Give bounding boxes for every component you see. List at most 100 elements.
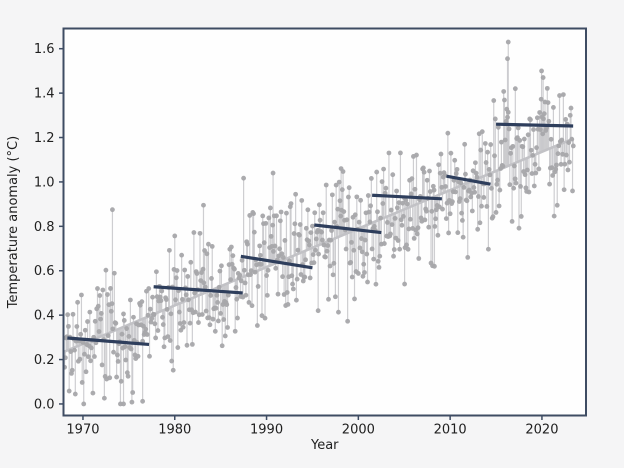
data-point <box>349 239 354 245</box>
data-point <box>462 141 468 147</box>
data-point <box>168 311 174 317</box>
data-point <box>426 224 432 230</box>
data-point <box>404 201 410 207</box>
data-point <box>175 345 181 350</box>
data-point <box>83 369 89 375</box>
data-point <box>92 318 98 324</box>
data-point <box>482 141 488 146</box>
plot-background <box>63 28 586 416</box>
data-point <box>411 235 417 241</box>
data-point <box>485 246 491 252</box>
data-point <box>352 296 357 302</box>
data-point <box>263 220 269 226</box>
data-point <box>540 131 546 137</box>
data-point <box>520 144 526 150</box>
data-point <box>471 185 477 190</box>
data-point <box>433 207 439 213</box>
data-point <box>65 312 71 318</box>
data-point <box>305 207 311 213</box>
data-point <box>79 292 84 298</box>
data-point <box>232 328 238 334</box>
data-point <box>525 167 530 173</box>
data-point <box>517 138 523 143</box>
data-point <box>544 85 550 91</box>
data-point <box>439 184 445 190</box>
data-point <box>218 311 224 316</box>
data-point <box>403 197 409 203</box>
data-point <box>167 338 173 343</box>
data-point <box>95 303 101 309</box>
data-point <box>565 167 571 173</box>
step-trend-segment <box>67 336 150 347</box>
data-point <box>555 151 561 157</box>
data-point <box>518 214 524 219</box>
data-point <box>248 268 254 273</box>
data-point <box>414 152 419 158</box>
data-point <box>331 260 337 266</box>
data-point <box>208 293 214 298</box>
data-point <box>487 172 493 178</box>
data-point <box>502 137 508 143</box>
data-point <box>147 306 153 312</box>
data-point <box>338 166 344 172</box>
data-point <box>127 297 133 303</box>
data-point <box>328 237 334 243</box>
data-point <box>534 145 539 151</box>
data-point <box>292 221 298 227</box>
data-point <box>407 216 413 222</box>
data-point <box>443 216 449 222</box>
data-point <box>510 143 516 149</box>
data-point <box>457 196 463 201</box>
data-point <box>110 207 115 213</box>
data-point <box>326 296 331 302</box>
data-point <box>229 261 235 267</box>
data-point <box>207 322 213 328</box>
data-point <box>233 285 239 290</box>
data-point <box>337 198 343 204</box>
data-point <box>458 180 464 186</box>
data-point <box>79 380 85 385</box>
data-point <box>536 166 542 172</box>
data-point <box>172 233 178 239</box>
data-point <box>113 320 119 326</box>
data-point <box>72 347 77 353</box>
data-point <box>502 97 507 103</box>
data-point <box>107 375 113 381</box>
data-point <box>472 189 478 195</box>
data-point <box>143 326 149 332</box>
data-point <box>69 367 75 373</box>
data-point <box>541 111 547 117</box>
data-point <box>532 161 538 167</box>
data-point <box>248 272 253 278</box>
data-point <box>507 182 513 188</box>
data-point <box>485 149 491 155</box>
step-trend-segment <box>314 223 382 235</box>
data-point <box>262 315 268 321</box>
data-point <box>400 200 406 206</box>
data-point <box>567 112 573 118</box>
x-tick-label: 1970 <box>66 423 99 438</box>
data-point <box>398 217 404 223</box>
data-point <box>235 315 240 321</box>
data-point <box>343 246 349 252</box>
data-point <box>323 182 329 188</box>
data-point <box>570 188 575 194</box>
data-point <box>427 189 433 194</box>
data-point <box>270 222 276 228</box>
data-point <box>277 246 282 252</box>
data-point <box>213 305 219 311</box>
step-trend-segment <box>153 285 243 295</box>
data-point <box>511 185 517 191</box>
y-tick-label: 1.6 <box>34 42 55 57</box>
data-point <box>404 242 409 248</box>
data-point <box>98 316 103 322</box>
data-point <box>490 214 496 220</box>
data-point <box>380 201 386 206</box>
data-point <box>376 264 382 270</box>
data-point <box>533 170 539 176</box>
x-tick-label: 2010 <box>434 423 467 438</box>
data-point <box>247 213 253 218</box>
step-trend-segment <box>446 174 491 186</box>
data-point <box>317 217 323 223</box>
data-point <box>255 284 261 289</box>
